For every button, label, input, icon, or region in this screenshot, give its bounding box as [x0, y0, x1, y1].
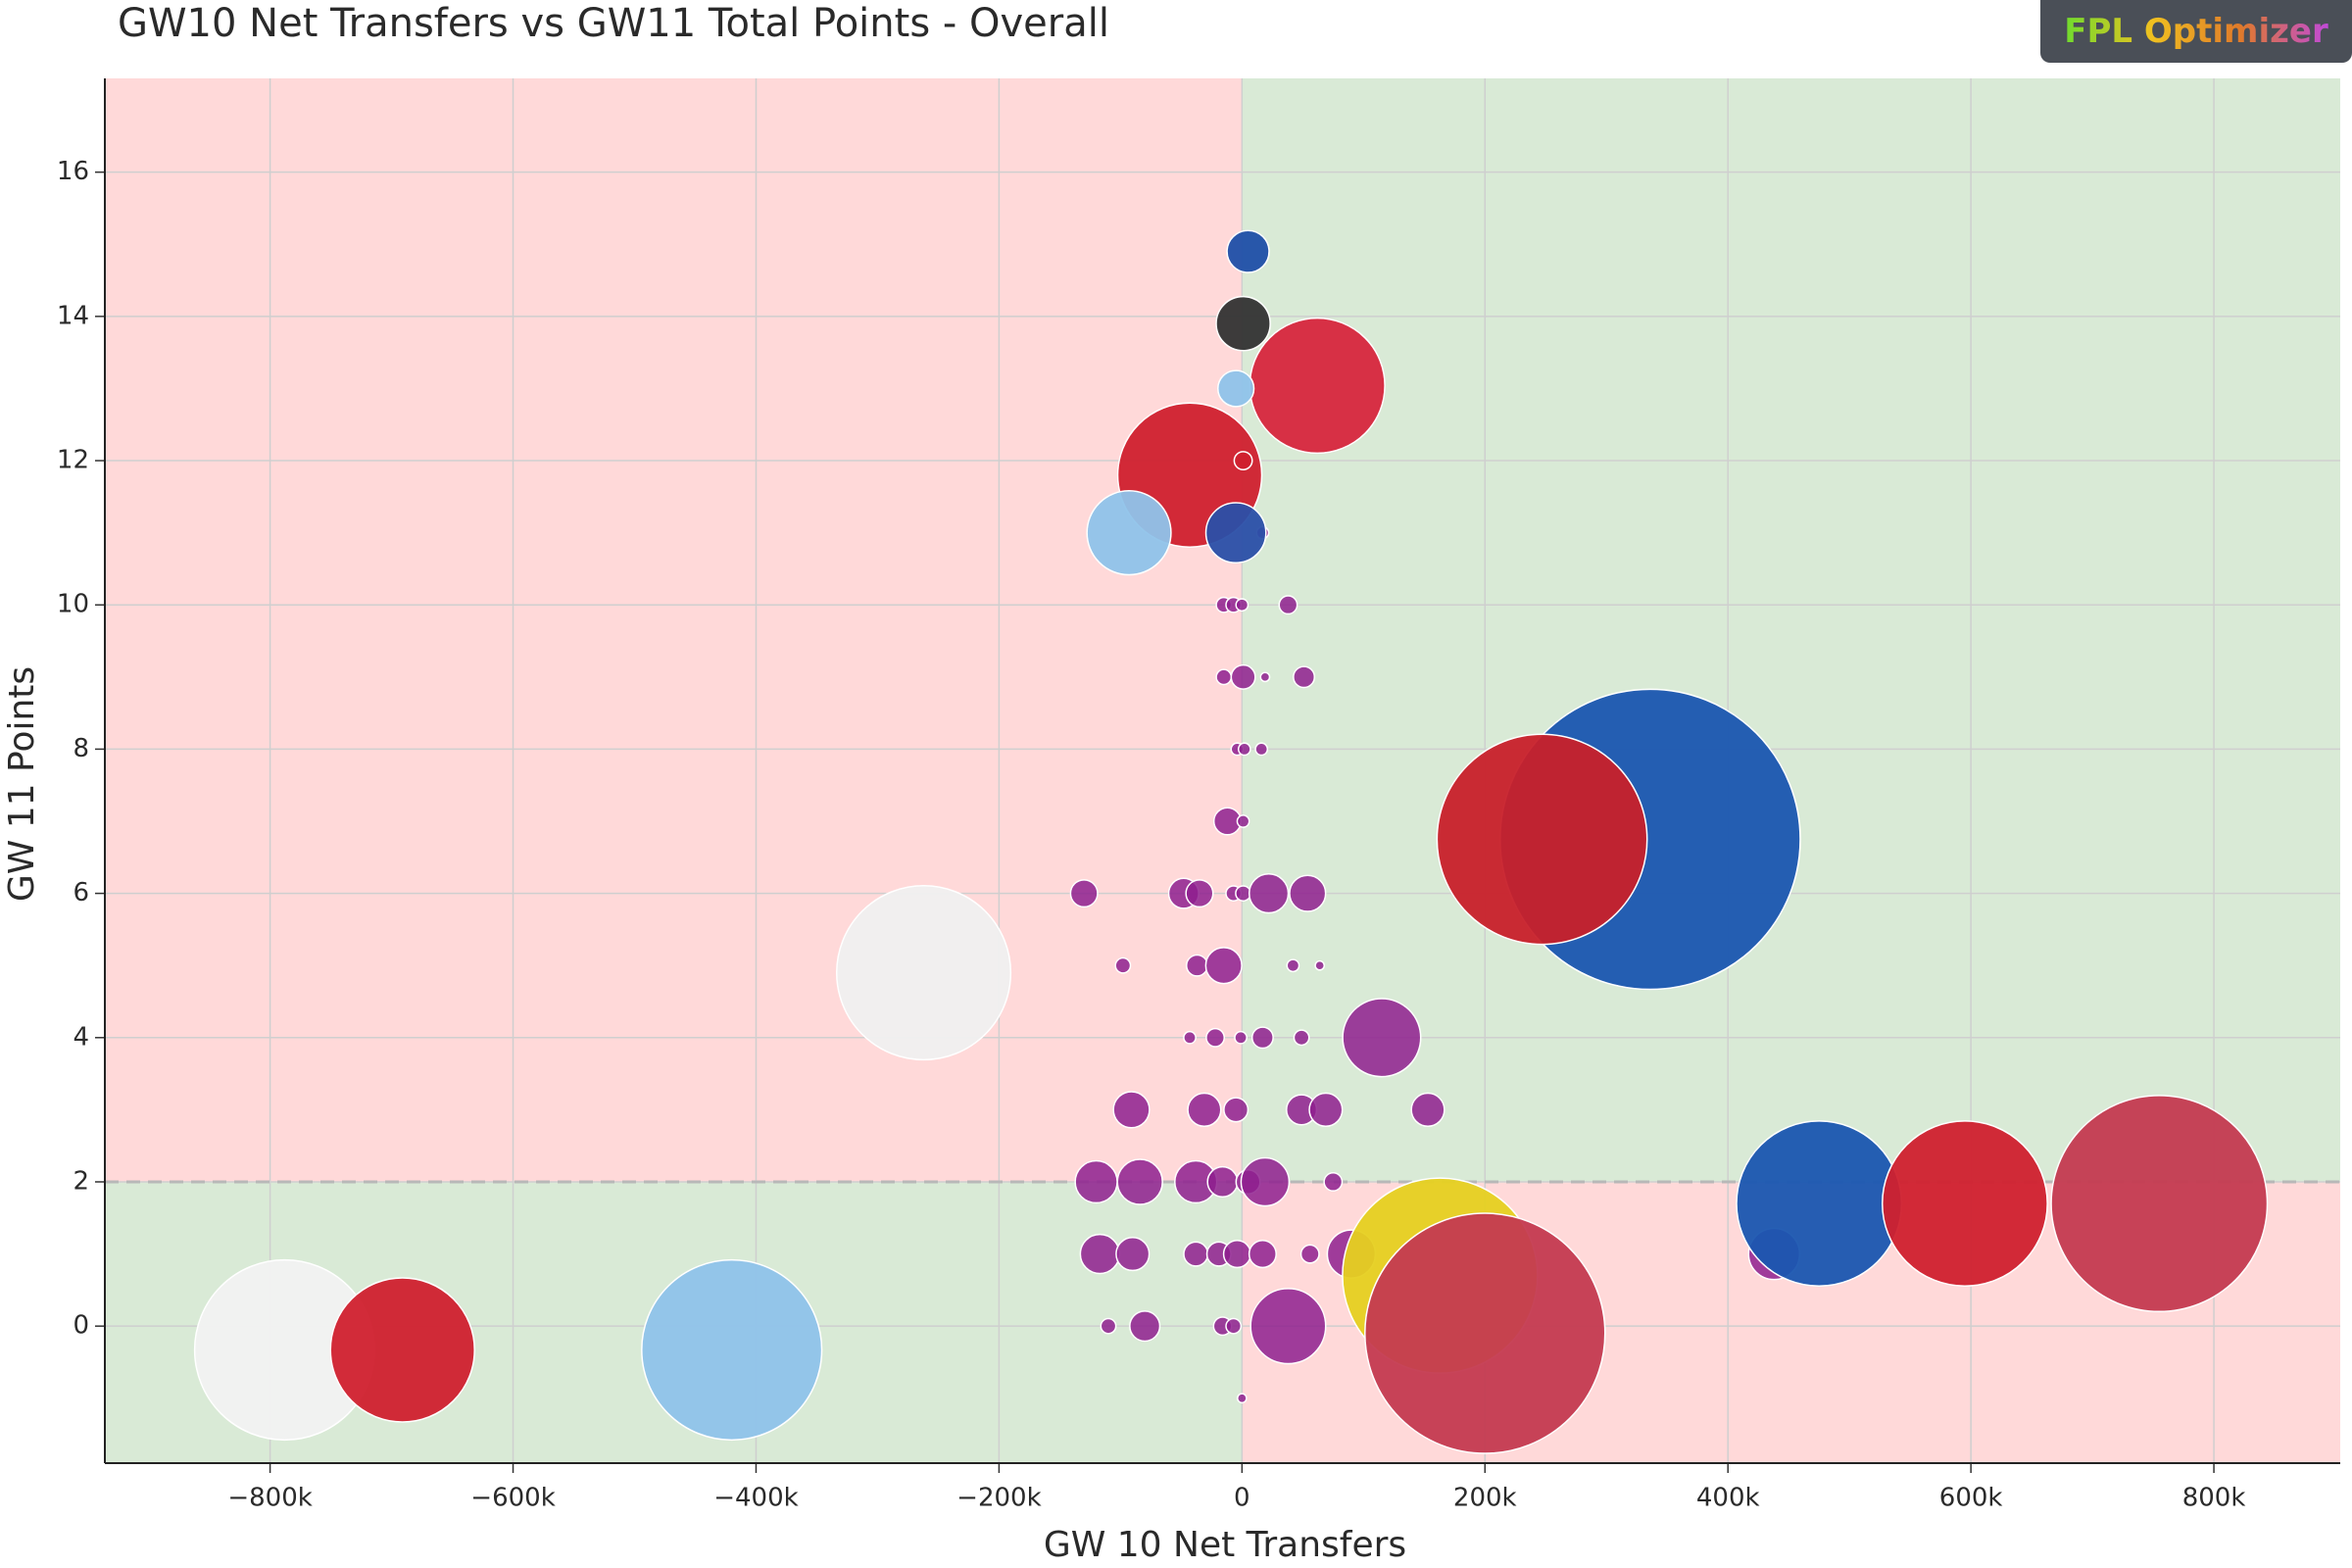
player-photo — [1736, 1120, 1903, 1288]
bubble — [1250, 1288, 1327, 1365]
player-photo — [1217, 369, 1255, 408]
bubble — [1308, 1092, 1344, 1127]
y-tick-label: 16 — [57, 157, 89, 186]
bubble — [1230, 663, 1256, 690]
bubble — [1100, 1317, 1117, 1335]
bubble — [1223, 1097, 1250, 1123]
y-tick-label: 8 — [73, 734, 89, 763]
player-photo — [1086, 490, 1172, 576]
points — [193, 229, 2269, 1454]
bubble — [1205, 1027, 1225, 1048]
bubble — [1183, 1030, 1197, 1045]
bubble — [1278, 595, 1298, 615]
bubble — [1314, 959, 1326, 971]
x-tick-label: −800k — [227, 1484, 312, 1513]
bubble — [1237, 742, 1251, 757]
player-photo — [1249, 317, 1386, 455]
y-tick-label: 12 — [57, 446, 89, 475]
quadrant — [105, 78, 1243, 1182]
player-photo — [1233, 451, 1253, 470]
bubble — [1293, 1029, 1310, 1047]
chart-title: GW10 Net Transfers vs GW11 Total Points … — [118, 1, 1109, 46]
bubble — [1236, 1393, 1248, 1404]
logo: FPL Optimizer — [2040, 0, 2352, 63]
bubble — [1069, 879, 1099, 908]
y-tick-label: 6 — [73, 878, 89, 907]
bubble — [1236, 814, 1250, 828]
bubble — [1289, 874, 1327, 912]
x-tick-label: −400k — [713, 1484, 798, 1513]
x-tick-label: 200k — [1453, 1484, 1517, 1513]
x-axis-label: GW 10 Net Transfers — [1044, 1525, 1406, 1565]
y-tick-label: 2 — [73, 1166, 89, 1196]
bubble — [1114, 956, 1132, 974]
bubble — [1323, 1172, 1344, 1192]
bubble — [1225, 1317, 1243, 1335]
bubble — [1286, 958, 1300, 973]
x-tick-label: 0 — [1234, 1484, 1250, 1513]
y-tick-label: 10 — [57, 590, 89, 619]
player-photo — [641, 1258, 823, 1442]
player-photo — [1881, 1120, 2048, 1288]
bubble — [1074, 1159, 1118, 1204]
player-photo — [329, 1277, 475, 1423]
bubble — [1187, 1092, 1222, 1127]
bubble — [1250, 1026, 1274, 1050]
bubble — [1206, 1165, 1239, 1199]
bubble — [1235, 598, 1250, 612]
bubble — [1183, 1241, 1209, 1267]
bubble — [1112, 1091, 1151, 1129]
bubble — [1079, 1233, 1120, 1275]
bubble — [1235, 885, 1251, 903]
bubble — [1115, 1236, 1151, 1272]
bubble — [1240, 1156, 1291, 1207]
player-photo — [2050, 1095, 2269, 1313]
bubble — [1185, 879, 1214, 908]
bubble — [1410, 1092, 1446, 1127]
quadrant — [1242, 78, 2340, 1182]
player-photo — [1364, 1212, 1606, 1454]
player-photo — [1436, 733, 1648, 946]
y-axis-label: GW 11 Points — [2, 666, 42, 902]
bubble — [1254, 742, 1269, 757]
player-photo — [1204, 502, 1267, 564]
x-tick-label: 800k — [2182, 1484, 2246, 1513]
x-tick-label: −600k — [470, 1484, 555, 1513]
bubble — [1129, 1310, 1161, 1343]
y-tick-label: 4 — [73, 1022, 89, 1052]
x-tick-label: 400k — [1696, 1484, 1760, 1513]
player-photo — [1215, 295, 1271, 352]
bubble — [1234, 1030, 1248, 1045]
y-tick-label: 14 — [57, 301, 89, 330]
x-tick-label: 600k — [1939, 1484, 2003, 1513]
bubble — [1342, 998, 1422, 1078]
bubble — [1204, 947, 1243, 985]
player-photo — [835, 885, 1012, 1061]
bubble — [1185, 954, 1208, 977]
y-tick-label: 0 — [73, 1311, 89, 1341]
logo-text: FPL Optimizer — [2064, 12, 2328, 51]
bubble — [1215, 668, 1233, 686]
player-photo — [1226, 229, 1270, 273]
x-tick-label: −200k — [956, 1484, 1041, 1513]
bubble — [1299, 1244, 1320, 1264]
bubble — [1259, 671, 1271, 683]
bubble — [1116, 1158, 1163, 1205]
bubble — [1248, 1240, 1277, 1269]
bubble — [1222, 1240, 1251, 1269]
bubble — [1293, 665, 1316, 689]
bubble — [1248, 872, 1290, 914]
